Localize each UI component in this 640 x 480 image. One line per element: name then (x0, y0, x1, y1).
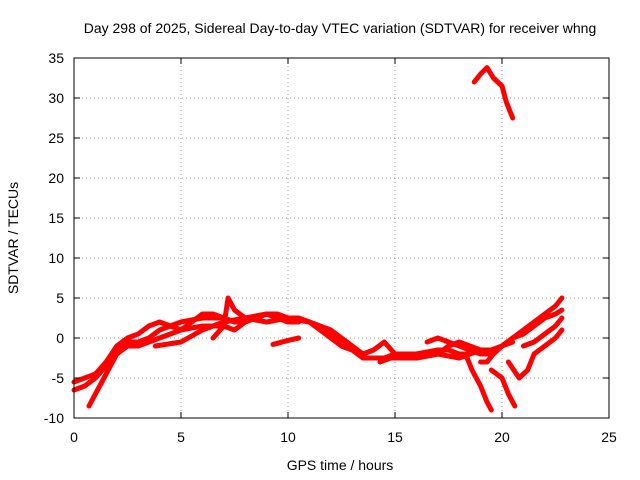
y-tick-label: 0 (56, 330, 64, 346)
x-tick-label: 0 (70, 429, 78, 445)
series-line-trace-5 (210, 295, 248, 341)
y-tick-label: 10 (48, 250, 64, 266)
x-tick-label: 15 (387, 429, 403, 445)
series-line-trace-6 (270, 335, 302, 347)
y-tick-label: 20 (48, 170, 64, 186)
x-tick-label: 20 (494, 429, 510, 445)
y-tick-label: 5 (56, 290, 64, 306)
series-line-trace-16 (471, 65, 516, 121)
chart-title: Day 298 of 2025, Sidereal Day-to-day VTE… (84, 20, 597, 36)
series-line-trace-15 (520, 315, 565, 349)
y-axis-label: SDTVAR / TECUs (5, 182, 21, 294)
x-tick-label: 5 (177, 429, 185, 445)
series-line-trace-11 (463, 351, 494, 413)
x-tick-label: 10 (280, 429, 296, 445)
y-tick-label: 30 (48, 90, 64, 106)
series-line-trace-3 (86, 311, 302, 409)
plot-frame (73, 57, 610, 419)
series-line-trace-4 (152, 311, 355, 349)
series-line-trace-14 (505, 327, 565, 381)
x-axis-label: GPS time / hours (287, 457, 394, 473)
traces-layer (71, 65, 565, 413)
y-tick-label: -5 (52, 370, 65, 386)
grid-layer (74, 58, 609, 418)
y-tick-label: 15 (48, 210, 64, 226)
series-line-trace-9 (377, 339, 494, 365)
series-line-trace-12 (478, 307, 565, 365)
series-line-trace-13 (488, 367, 518, 409)
x-tick-label: 25 (601, 429, 617, 445)
y-tick-label: 35 (48, 50, 64, 66)
ticks-layer: 0 5 10 15 20 25 -10 -5 0 5 10 15 20 25 30 35 (44, 50, 617, 445)
y-tick-label: 25 (48, 130, 64, 146)
y-tick-label: -10 (44, 410, 64, 426)
